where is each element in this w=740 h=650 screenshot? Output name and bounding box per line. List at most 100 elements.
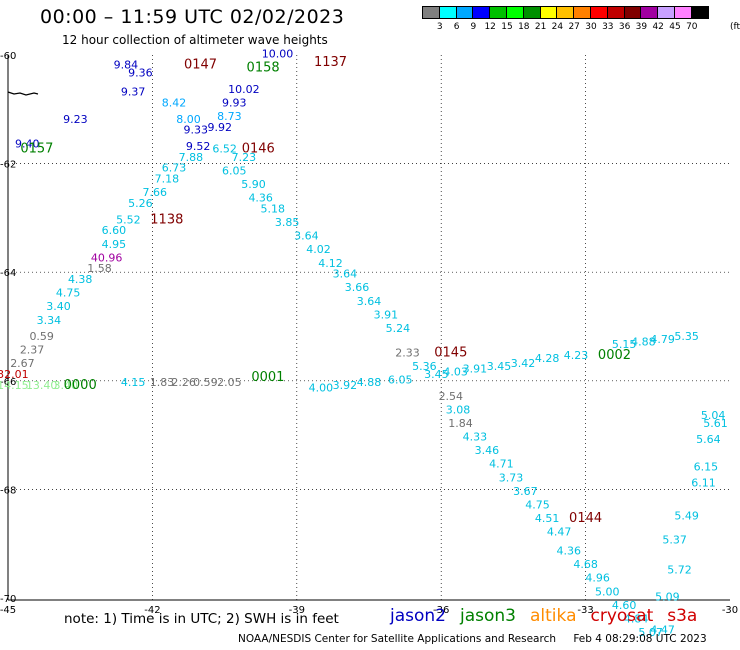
wave-height-value: 4.96 xyxy=(585,572,610,585)
wave-height-value: 40.96 xyxy=(91,251,123,264)
wave-height-value: 13.40 xyxy=(26,379,58,392)
wave-height-value: 3.08 xyxy=(446,403,471,416)
wave-height-value: 7.66 xyxy=(143,186,168,199)
wave-height-value: 5.52 xyxy=(116,213,141,226)
wave-height-value: 9.92 xyxy=(208,121,233,134)
wave-height-value: 3.40 xyxy=(54,379,79,392)
wave-height-value: 4.33 xyxy=(463,431,488,444)
wave-height-value: 9.23 xyxy=(63,113,88,126)
wave-height-value: 4.51 xyxy=(535,512,560,525)
legend-label: 33 xyxy=(602,22,614,32)
legend-label: 39 xyxy=(635,22,648,32)
wave-height-value: 9.52 xyxy=(186,140,211,153)
wave-height-value: 7.18 xyxy=(155,173,180,186)
x-tick-label: -39 xyxy=(289,605,305,616)
map-title: 00:00 – 11:59 UTC 02/02/2023 xyxy=(40,6,345,28)
y-tick-label: -66 xyxy=(0,377,16,388)
wave-height-value: 2.05 xyxy=(217,376,242,389)
track-time-label: 0145 xyxy=(434,345,467,360)
track-time-label: 0147 xyxy=(184,58,217,73)
satellite-jason3: jason3 xyxy=(460,606,516,626)
wave-height-value: 3.67 xyxy=(513,485,538,498)
legend-label: 6 xyxy=(453,22,460,32)
wave-height-value: 3.45 xyxy=(424,368,449,381)
wave-height-value: 4.47 xyxy=(650,623,675,636)
wave-height-value: 8.00 xyxy=(176,113,201,126)
track-time-label: 0146 xyxy=(242,142,275,157)
legend-label: 15 xyxy=(501,22,513,32)
legend-label: 27 xyxy=(568,22,580,32)
wave-height-value: 5.18 xyxy=(260,202,285,215)
wave-height-value: 6.15 xyxy=(694,460,719,473)
legend-unit: (ft) xyxy=(730,22,740,32)
wave-height-value: 6.11 xyxy=(691,477,716,490)
wave-height-value: 3.40 xyxy=(46,300,71,313)
wave-height-value: 1.83 xyxy=(150,376,175,389)
wave-height-value: 4.71 xyxy=(489,458,514,471)
wave-height-value: 0.59 xyxy=(193,376,218,389)
wave-height-value: 4.23 xyxy=(564,349,589,362)
grid-lines xyxy=(7,55,730,601)
wave-height-value: 3.45 xyxy=(487,360,512,373)
wave-height-value: 2.26 xyxy=(171,376,196,389)
wave-height-value: 7.88 xyxy=(179,151,204,164)
satellite-cryosat: cryosat xyxy=(590,606,654,626)
track-time-label: 1137 xyxy=(314,55,347,70)
wave-height-value: 4.36 xyxy=(557,545,582,558)
footer-credit: NOAA/NESDIS Center for Satellite Applica… xyxy=(238,633,721,645)
wave-height-value: 1.58 xyxy=(87,262,112,275)
wave-height-value: 14.15 xyxy=(0,379,29,392)
wave-height-value: 6.60 xyxy=(102,224,127,237)
legend-swatches xyxy=(422,6,709,19)
wave-height-value: 6.05 xyxy=(388,374,413,387)
satellite-jason2: jason2 xyxy=(390,606,446,626)
wave-height-value: 5.09 xyxy=(655,591,680,604)
wave-height-value: 6.73 xyxy=(162,162,187,175)
wave-height-value: 4.15 xyxy=(121,376,146,389)
credit-text: NOAA/NESDIS Center for Satellite Applica… xyxy=(238,633,556,645)
wave-height-value: 3.42 xyxy=(511,357,536,370)
wave-height-value: 4.28 xyxy=(535,352,560,365)
wave-height-value: 4.95 xyxy=(102,238,127,251)
legend-label: 70 xyxy=(686,22,698,32)
wave-height-value: 6.52 xyxy=(212,143,237,156)
wave-height-value: 9.37 xyxy=(121,86,146,99)
y-tick-label: -70 xyxy=(0,594,16,605)
wave-height-value: 7.23 xyxy=(232,151,257,164)
footer-note: note: 1) Time is in UTC; 2) SWH is in fe… xyxy=(64,611,339,627)
axis-tick-labels: -45 -42 -39 -36 -33 -30 -60 -62 -64 -66 -68 -70 xyxy=(0,51,738,616)
wave-height-value: 9.33 xyxy=(183,124,208,137)
wave-height-value: 1.84 xyxy=(448,417,473,430)
wave-height-value: 5.36 xyxy=(412,360,437,373)
track-time-label: 0144 xyxy=(569,511,602,526)
wave-height-value: 4.75 xyxy=(525,498,550,511)
y-tick-label: -62 xyxy=(0,160,16,171)
legend-label: 9 xyxy=(470,22,477,32)
wave-height-value: 3.91 xyxy=(463,363,488,376)
wave-height-value: 4.47 xyxy=(547,526,572,539)
wave-height-value: 4.60 xyxy=(612,599,637,612)
wave-height-value: 9.36 xyxy=(128,67,153,80)
legend-label: 21 xyxy=(534,22,547,32)
x-tick-label: -42 xyxy=(144,605,160,616)
satellite-s3a: s3a xyxy=(667,606,698,626)
wave-height-value: 9.93 xyxy=(222,97,247,110)
wave-height-value: 8.73 xyxy=(217,110,242,123)
y-tick-label: -60 xyxy=(0,51,16,62)
wave-height-value: 5.72 xyxy=(667,564,692,577)
legend-label: 12 xyxy=(484,22,496,32)
wave-height-value: 4.68 xyxy=(573,558,598,571)
legend-label: 18 xyxy=(518,22,530,32)
wave-height-value: 4.12 xyxy=(318,257,343,270)
wave-height-value: 4.79 xyxy=(650,333,675,346)
y-tick-label: -68 xyxy=(0,485,16,496)
wave-height-value: 9.84 xyxy=(114,59,139,72)
wave-height-value: 5.26 xyxy=(128,197,153,210)
wave-height-value: 5.15 xyxy=(612,338,637,351)
wave-height-value: 6.05 xyxy=(222,164,247,177)
wave-height-value: 5.04 xyxy=(701,409,726,422)
wave-height-value: 3.64 xyxy=(294,230,319,243)
wave-height-value: 3.73 xyxy=(499,471,524,484)
